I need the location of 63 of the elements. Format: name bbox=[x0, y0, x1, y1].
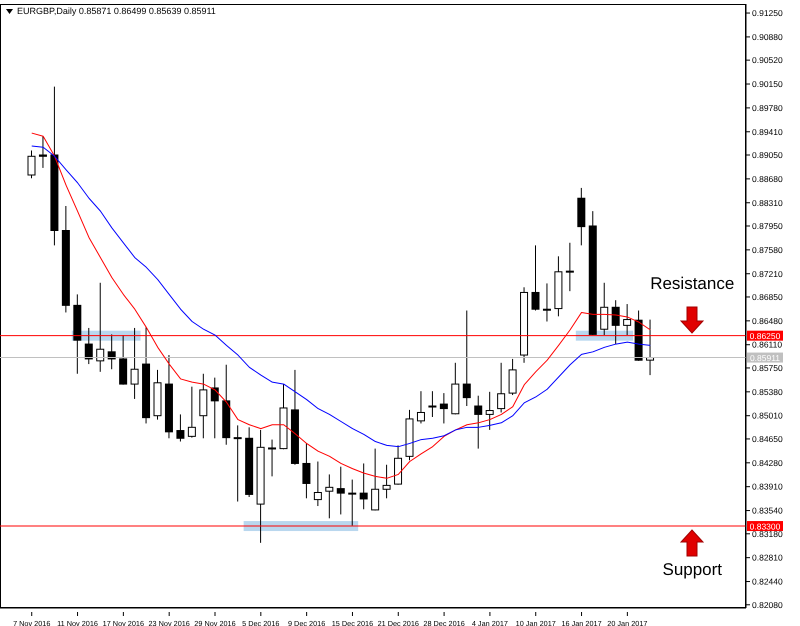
candlestick bbox=[440, 392, 448, 424]
candlestick bbox=[336, 466, 345, 515]
candlestick bbox=[382, 464, 391, 499]
candlestick bbox=[612, 300, 620, 345]
candlestick bbox=[508, 358, 517, 396]
candlestick bbox=[302, 442, 310, 499]
y-tick-label: 0.88310 bbox=[752, 198, 783, 208]
y-tick-label: 0.84280 bbox=[752, 458, 783, 468]
candlestick bbox=[234, 424, 242, 502]
y-tick-label: 0.88680 bbox=[752, 174, 783, 184]
y-tick-label: 0.87580 bbox=[752, 244, 783, 255]
y-tick-label: 0.82080 bbox=[752, 600, 783, 610]
candlestick bbox=[348, 479, 356, 526]
y-tick-label: 0.86850 bbox=[752, 292, 783, 302]
candlestick bbox=[38, 136, 47, 168]
y-tick-label: 0.90520 bbox=[752, 55, 783, 66]
text: Support bbox=[661, 560, 724, 580]
y-tick-label: 0.86110 bbox=[752, 340, 782, 350]
ref-line-label: 0.83300 bbox=[750, 522, 781, 532]
y-tick-label: 0.90150 bbox=[752, 79, 783, 90]
candlestick bbox=[566, 242, 574, 292]
candlestick bbox=[188, 386, 196, 438]
y-tick-label: 0.89780 bbox=[752, 102, 783, 113]
chart-title: EURGBP,Daily 0.85871 0.86499 0.85639 0.85911 bbox=[17, 6, 216, 16]
y-tick-label: 0.85380 bbox=[752, 386, 783, 397]
y-tick-label: 0.83910 bbox=[752, 482, 783, 492]
candlestick bbox=[96, 282, 104, 372]
y-tick-label: 0.83540 bbox=[752, 506, 783, 516]
y-tick-label: 0.89050 bbox=[752, 150, 783, 160]
annotation: Resistance bbox=[649, 274, 736, 294]
candlestick bbox=[176, 414, 184, 442]
y-tick-label: 0.84650 bbox=[752, 434, 783, 444]
y-tick-label: 0.89410 bbox=[752, 126, 783, 137]
candlestick bbox=[325, 474, 334, 519]
candlestick bbox=[474, 395, 482, 450]
candlestick bbox=[600, 282, 608, 336]
candlestick bbox=[416, 390, 425, 424]
y-tick-label: 0.82440 bbox=[752, 576, 783, 587]
candlestick bbox=[532, 244, 540, 312]
ref-line-label: 0.85911 bbox=[750, 353, 780, 364]
ref-line-label: 0.86250 bbox=[750, 331, 781, 342]
candlestick bbox=[428, 390, 436, 418]
candlestick bbox=[130, 327, 139, 400]
y-tick-label: 0.86480 bbox=[752, 316, 783, 326]
y-tick-label: 0.82810 bbox=[752, 552, 783, 563]
candlestick bbox=[497, 362, 506, 413]
candlestick bbox=[542, 282, 551, 322]
y-tick-label: 0.87210 bbox=[752, 268, 783, 279]
y-tick-label: 0.91250 bbox=[752, 8, 783, 18]
candlestick bbox=[486, 391, 494, 430]
candlestick bbox=[462, 310, 471, 407]
y-tick-label: 0.85750 bbox=[752, 362, 783, 373]
candlestick bbox=[623, 304, 632, 336]
candlestick bbox=[371, 448, 380, 512]
candlestick bbox=[268, 439, 276, 477]
candlestick bbox=[84, 327, 93, 365]
candlestick bbox=[28, 150, 36, 179]
candlestick bbox=[314, 461, 322, 507]
y-tick-label: 0.85010 bbox=[752, 410, 783, 421]
candlestick bbox=[210, 377, 219, 439]
candlestick bbox=[360, 462, 368, 510]
y-tick-label: 0.87950 bbox=[752, 221, 783, 231]
y-tick-label: 0.90880 bbox=[752, 32, 783, 42]
